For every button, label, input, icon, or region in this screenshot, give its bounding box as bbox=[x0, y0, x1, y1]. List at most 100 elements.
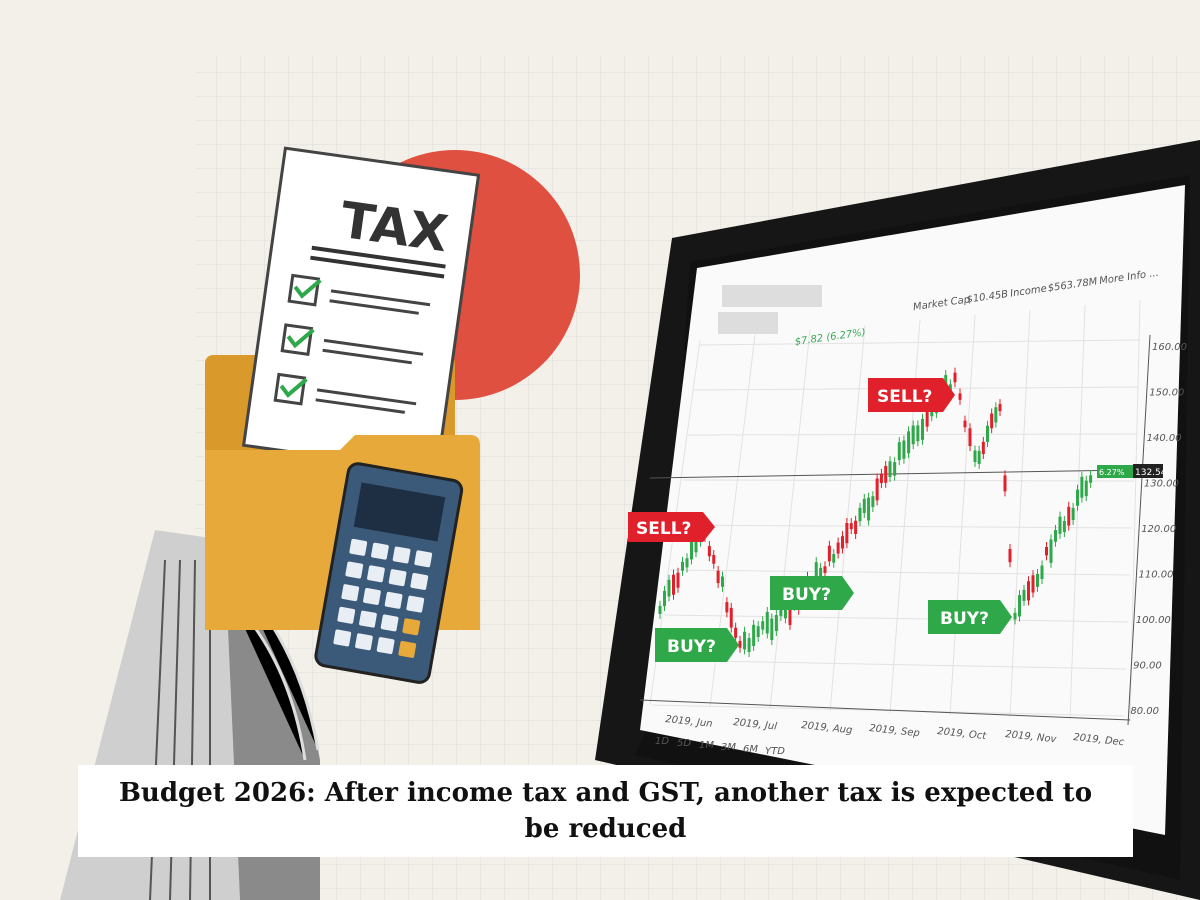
candle-body bbox=[884, 465, 888, 483]
price-axis-label: 100.00 bbox=[1136, 615, 1171, 626]
price-axis-label: 80.00 bbox=[1130, 706, 1159, 717]
range-button[interactable]: YTD bbox=[765, 746, 785, 757]
calculator-icon bbox=[314, 462, 464, 684]
candle-body bbox=[667, 579, 671, 597]
candle-body bbox=[925, 403, 929, 427]
svg-text:132.54: 132.54 bbox=[1135, 468, 1167, 478]
calculator-key bbox=[414, 550, 433, 568]
candle-body bbox=[854, 520, 858, 534]
tablet-screen bbox=[640, 185, 1185, 835]
calculator-key bbox=[349, 538, 368, 556]
candle-body bbox=[1067, 506, 1071, 526]
candle-body bbox=[875, 478, 879, 501]
candle-body bbox=[712, 555, 716, 564]
candle-body bbox=[1003, 475, 1007, 492]
candle-body bbox=[1022, 589, 1026, 601]
grid-line bbox=[669, 569, 1131, 576]
grid-line bbox=[1129, 299, 1141, 722]
buy-signal: BUY? bbox=[770, 576, 854, 610]
candle-body bbox=[729, 607, 733, 628]
calculator-key bbox=[380, 614, 399, 632]
candle-body bbox=[685, 558, 689, 568]
candle-body bbox=[986, 425, 989, 442]
candle-body bbox=[1071, 507, 1075, 520]
calculator-key bbox=[341, 584, 360, 602]
candle-body bbox=[862, 498, 866, 514]
candle-body bbox=[752, 624, 756, 646]
calculator-key bbox=[345, 561, 364, 579]
candle-body bbox=[770, 618, 774, 641]
candle-body bbox=[832, 554, 836, 563]
headline: Budget 2026: After income tax and GST, a… bbox=[118, 778, 1093, 844]
candle-body bbox=[879, 473, 883, 484]
date-axis bbox=[639, 699, 1131, 721]
price-axis-label: 130.00 bbox=[1144, 479, 1179, 490]
date-axis-label: 2019, Sep bbox=[869, 723, 921, 739]
range-button[interactable]: 6M bbox=[743, 744, 758, 755]
headline-caption: Budget 2026: After income tax and GST, a… bbox=[78, 765, 1133, 857]
sell-signal: SELL? bbox=[628, 512, 715, 542]
candle-body bbox=[707, 546, 711, 557]
candle-body bbox=[819, 567, 823, 578]
buy-signal: BUY? bbox=[655, 628, 739, 662]
candle-body bbox=[1058, 516, 1062, 534]
svg-text:SELL?: SELL? bbox=[636, 519, 691, 539]
calculator-key bbox=[367, 565, 385, 583]
date-axis-label: 2019, Oct bbox=[937, 726, 988, 742]
candle-body bbox=[765, 611, 769, 634]
grid-line bbox=[1009, 309, 1031, 718]
candle-body bbox=[1013, 612, 1017, 620]
calculator-key bbox=[406, 595, 425, 613]
candle-body bbox=[981, 441, 985, 455]
sell-signal: SELL? bbox=[868, 378, 955, 412]
calculator-key bbox=[402, 618, 421, 636]
candle-body bbox=[897, 442, 901, 461]
checkmark-icon bbox=[279, 278, 322, 398]
price-axis-label: 140.00 bbox=[1147, 433, 1182, 444]
range-button[interactable]: 1D bbox=[655, 736, 669, 747]
range-button[interactable]: 3M bbox=[721, 742, 736, 753]
candle-body bbox=[1018, 595, 1021, 617]
income-label: Income bbox=[1009, 284, 1047, 300]
grid-line bbox=[699, 339, 1141, 346]
candle-body bbox=[845, 522, 849, 544]
price-axis-label: 110.00 bbox=[1139, 570, 1174, 581]
candle-body bbox=[1089, 475, 1093, 483]
candle-body bbox=[1031, 575, 1035, 593]
candle-body bbox=[1045, 546, 1048, 556]
price-axis-label: 90.00 bbox=[1133, 661, 1162, 672]
grid-line bbox=[769, 329, 811, 710]
svg-text:BUY?: BUY? bbox=[782, 585, 831, 605]
candle-body bbox=[734, 627, 738, 638]
candle-body bbox=[902, 440, 906, 459]
date-axis-label: 2019, Jun bbox=[665, 714, 713, 730]
range-button[interactable]: 5D bbox=[677, 738, 691, 749]
price-axis-label: 160.00 bbox=[1152, 342, 1187, 353]
candle-body bbox=[1084, 480, 1088, 497]
candle-body bbox=[725, 602, 729, 613]
candle-body bbox=[743, 631, 747, 650]
candle-body bbox=[1076, 489, 1079, 506]
candle-body bbox=[690, 535, 693, 560]
calculator-key bbox=[337, 606, 356, 624]
calculator-key bbox=[388, 569, 407, 587]
candle-body bbox=[867, 497, 871, 521]
candle-body bbox=[658, 605, 662, 614]
calculator-key bbox=[363, 588, 381, 605]
candle-body bbox=[841, 536, 844, 549]
candle-body bbox=[836, 542, 840, 554]
price-axis-label: 150.00 bbox=[1149, 388, 1184, 399]
candle-body bbox=[888, 461, 892, 478]
candle-body bbox=[814, 562, 818, 581]
blurred-ticker bbox=[718, 312, 778, 334]
range-button[interactable]: 1M bbox=[699, 740, 714, 751]
svg-text:6.27%: 6.27% bbox=[1099, 468, 1125, 477]
candle-body bbox=[953, 372, 957, 383]
grid-line bbox=[949, 314, 976, 716]
svg-text:BUY?: BUY? bbox=[940, 609, 989, 629]
grid-line bbox=[657, 659, 1127, 670]
svg-text:BUY?: BUY? bbox=[667, 637, 716, 657]
price-axis bbox=[1127, 334, 1151, 726]
calculator-key bbox=[392, 546, 411, 564]
